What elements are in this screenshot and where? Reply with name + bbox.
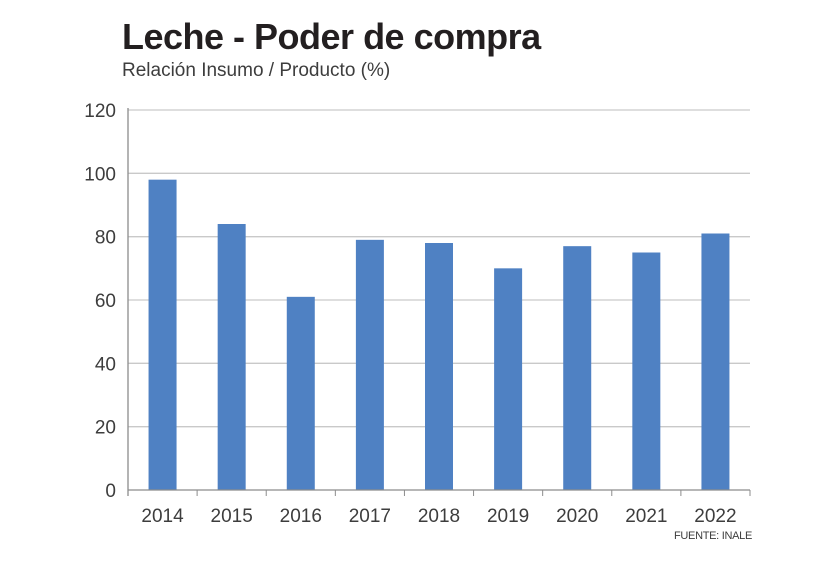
- bar-2014: [148, 179, 177, 490]
- chart-subtitle: Relación Insumo / Producto (%): [122, 60, 391, 81]
- bars: [148, 179, 730, 490]
- bar-2018: [425, 243, 453, 490]
- y-tick-label: 40: [95, 354, 116, 375]
- bar-2017: [355, 239, 384, 490]
- chart-title: Leche - Poder de compra: [122, 16, 541, 57]
- bar-2022: [701, 233, 730, 490]
- x-tick-label: 2019: [487, 506, 529, 527]
- bar-2019: [494, 268, 523, 490]
- x-tick-label: 2016: [280, 506, 322, 527]
- axes: [127, 108, 751, 496]
- y-tick-label: 120: [84, 101, 116, 122]
- source-note: FUENTE: INALE: [673, 530, 752, 542]
- x-tick-label: 2017: [349, 506, 391, 527]
- bar-2020: [563, 246, 592, 490]
- tick-labels: 0 20 40 60 80 100 120 2014 2015 2016 2017 2018 2019 2…: [84, 101, 736, 527]
- y-tick-label: 80: [95, 228, 116, 249]
- bar-2015: [217, 224, 246, 490]
- x-tick-label: 2020: [556, 506, 598, 527]
- bar-2021: [632, 252, 661, 490]
- x-tick-label: 2015: [211, 506, 253, 527]
- bar-2016: [286, 296, 315, 490]
- x-tick-label: 2022: [694, 506, 736, 527]
- y-tick-label: 60: [95, 291, 116, 312]
- x-tick-label: 2018: [418, 506, 460, 527]
- y-tick-label: 100: [84, 164, 116, 185]
- x-tick-label: 2021: [625, 506, 667, 527]
- y-tick-label: 20: [95, 418, 116, 439]
- x-tick-label: 2014: [141, 506, 184, 527]
- y-tick-label: 0: [105, 481, 116, 502]
